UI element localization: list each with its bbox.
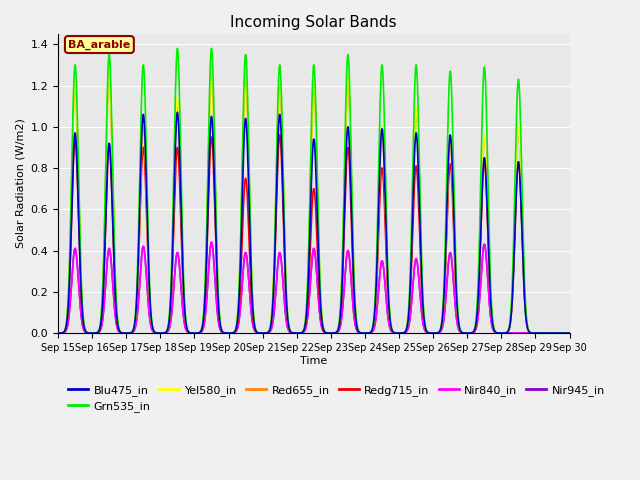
X-axis label: Time: Time [300, 356, 328, 366]
Title: Incoming Solar Bands: Incoming Solar Bands [230, 15, 397, 30]
Y-axis label: Solar Radiation (W/m2): Solar Radiation (W/m2) [15, 119, 25, 249]
Legend: Blu475_in, Grn535_in, Yel580_in, Red655_in, Redg715_in, Nir840_in, Nir945_in: Blu475_in, Grn535_in, Yel580_in, Red655_… [63, 381, 609, 417]
Text: BA_arable: BA_arable [68, 39, 131, 49]
